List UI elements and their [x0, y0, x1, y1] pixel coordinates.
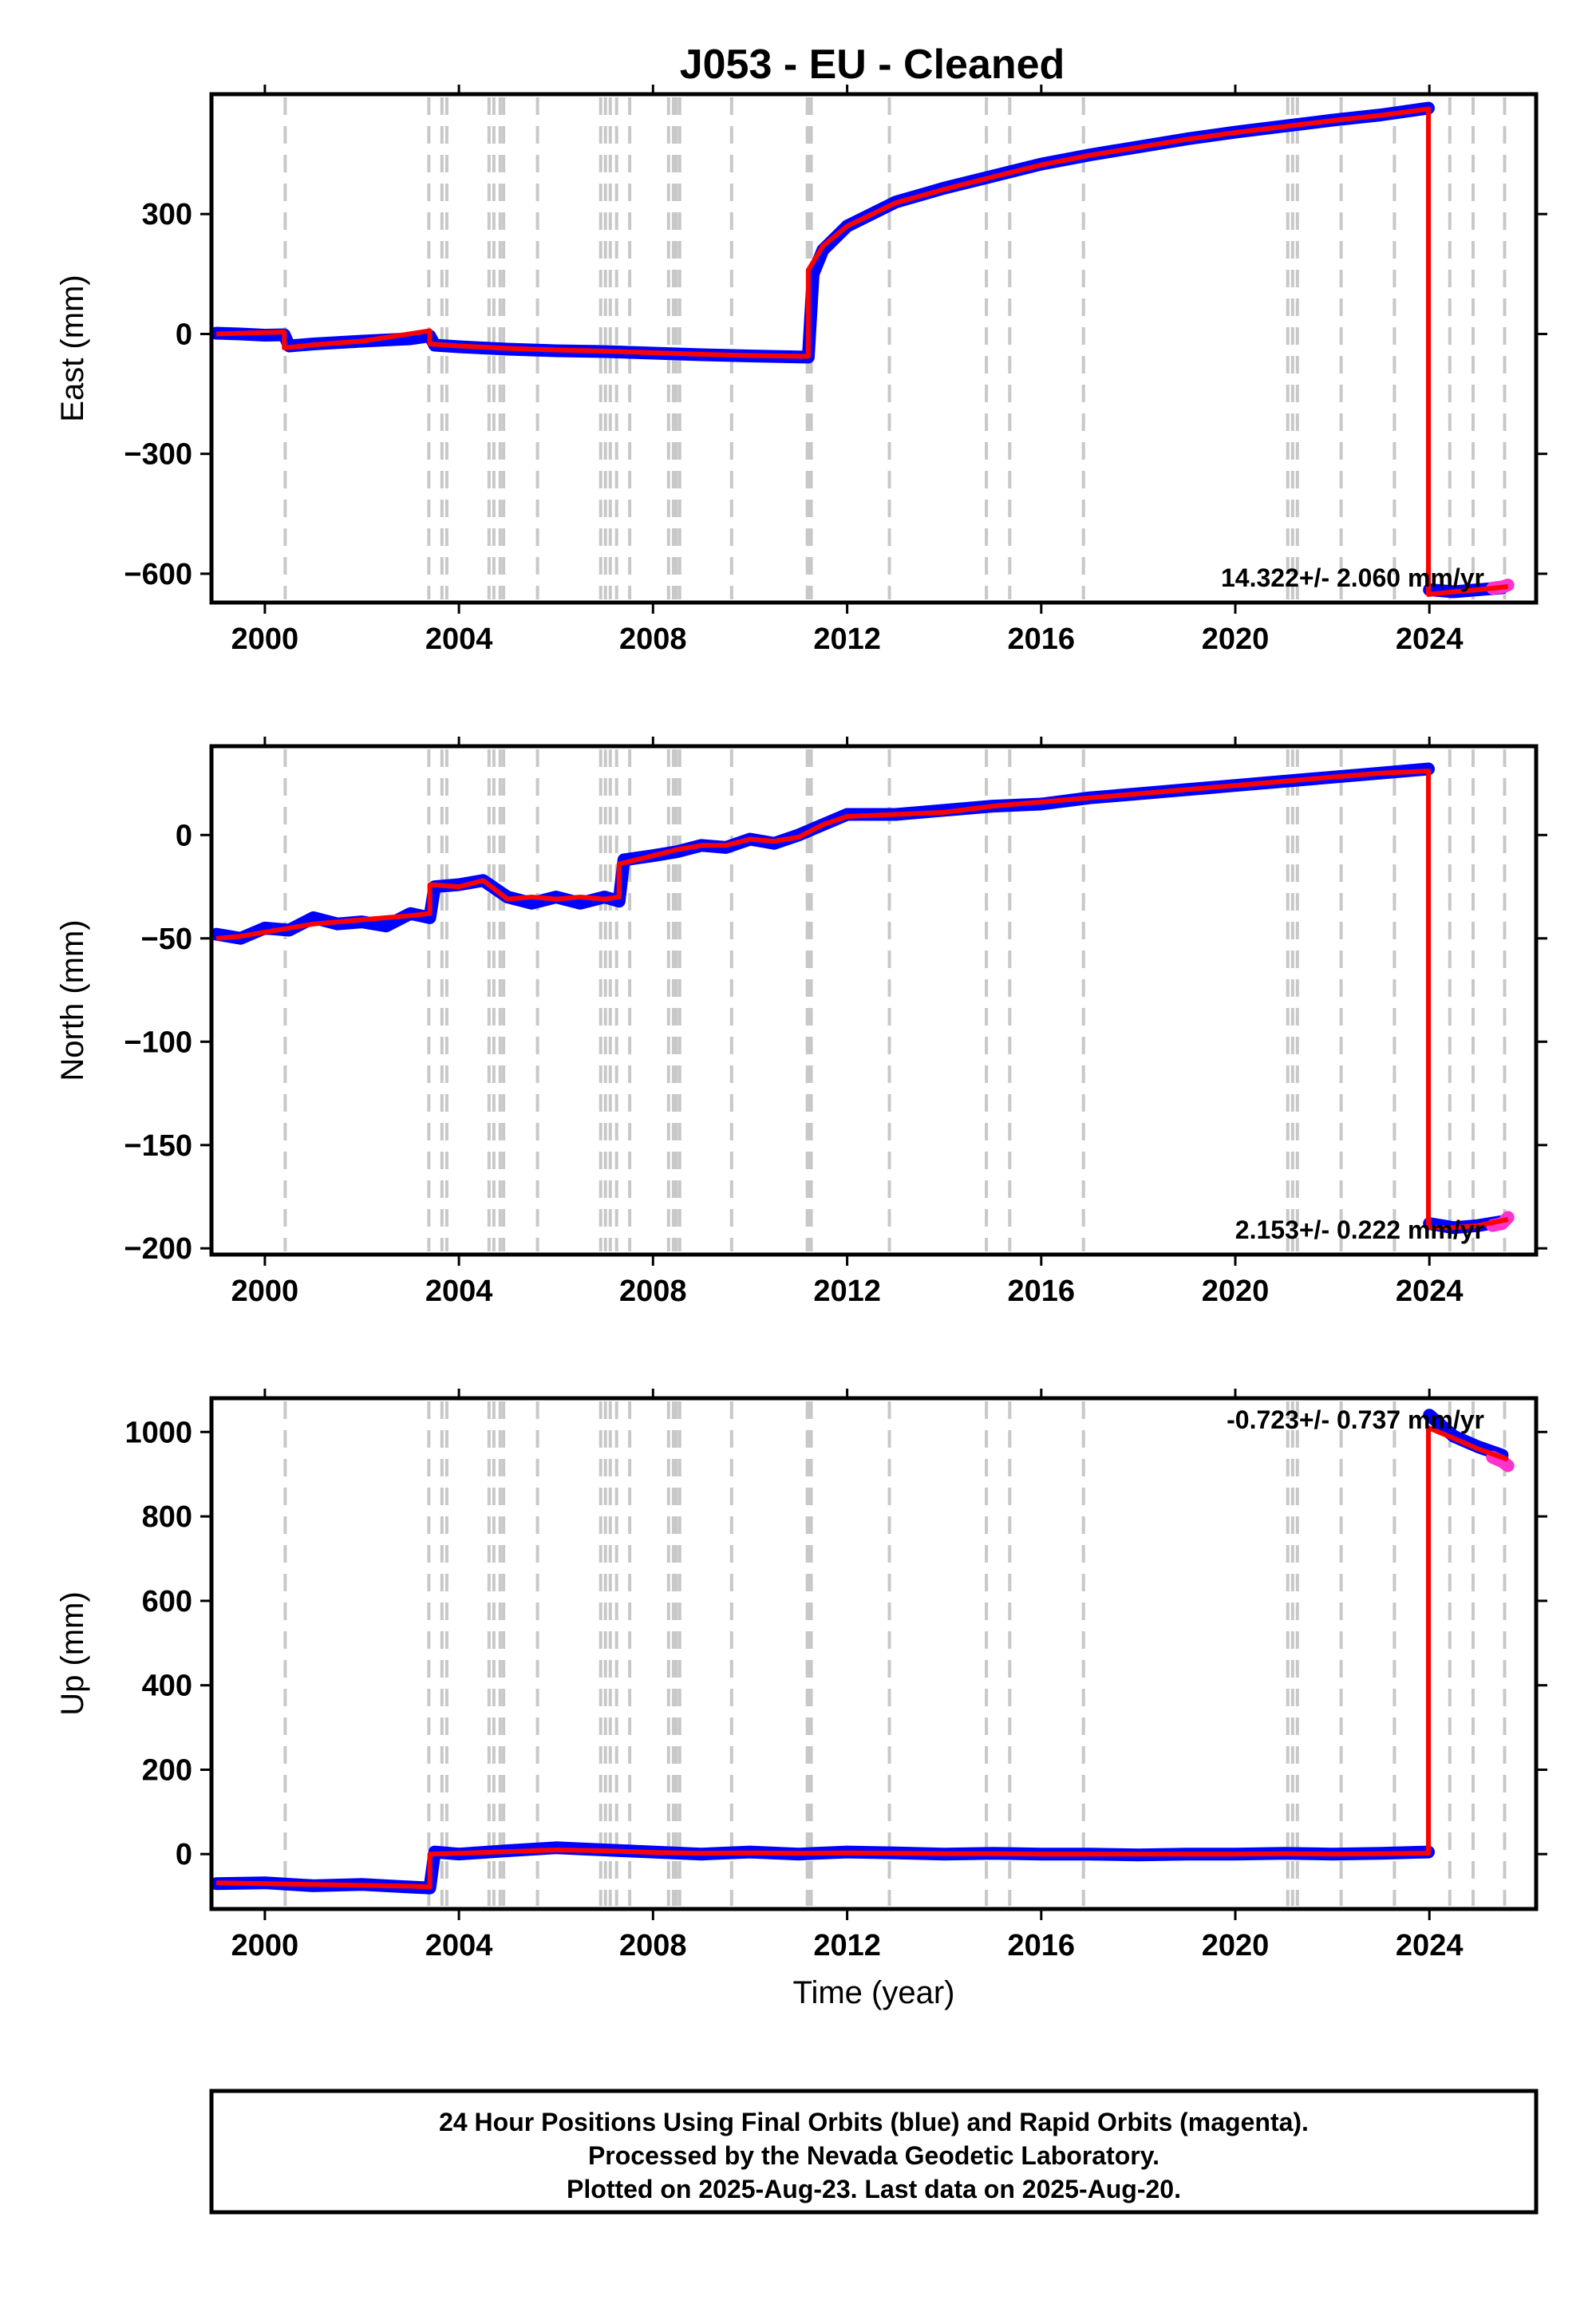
north-rate-label: 2.153+/- 0.222 mm/yr	[1235, 1215, 1484, 1244]
up-x-tick-label: 2000	[231, 1929, 299, 1962]
north-model-line	[215, 769, 1509, 1231]
up-x-tick-label: 2024	[1396, 1929, 1464, 1962]
east-x-tick-label: 2012	[813, 622, 881, 656]
east-x-tick-label: 2004	[425, 622, 493, 656]
north-y-axis-label: North (mm)	[55, 919, 90, 1081]
up-y-tick-label: 800	[142, 1500, 192, 1534]
north-plot-frame	[209, 744, 1539, 1257]
east-x-tick-label: 2020	[1202, 622, 1270, 656]
up-panel: 2000 2004 2008 2012 2016 2020 2024 0 200 400 600 80…	[55, 1389, 1547, 2010]
footer-frame	[209, 2089, 1539, 2215]
up-data-point	[1424, 1409, 1436, 1421]
up-x-tick-label: 2008	[619, 1929, 687, 1962]
north-panel: 2000 2004 2008 2012 2016 2020 2024 −200 −150 −100…	[55, 737, 1547, 1308]
up-y-axis-label: Up (mm)	[55, 1591, 90, 1716]
up-y-tick-label: 200	[142, 1754, 192, 1788]
up-data-point	[1502, 1460, 1514, 1472]
north-x-tick-label: 2008	[619, 1275, 687, 1308]
north-data-point	[380, 920, 392, 932]
footer-line-3: Plotted on 2025-Aug-23. Last data on 202…	[567, 2175, 1181, 2203]
up-y-tick-label: 400	[142, 1670, 192, 1703]
east-y-tick-label: 0	[176, 318, 192, 352]
north-x-tick-label: 2024	[1396, 1275, 1464, 1308]
up-rate-label: -0.723+/- 0.737 mm/yr	[1227, 1405, 1484, 1434]
up-y-tick-label: 0	[176, 1838, 192, 1871]
north-data-band	[210, 762, 1435, 945]
east-plot-frame	[209, 92, 1539, 605]
up-model-line	[216, 1425, 1509, 1890]
east-model-line	[216, 106, 1509, 597]
north-y-tick-label: −100	[124, 1026, 192, 1059]
up-plot-frame	[209, 1396, 1539, 1911]
east-x-tick-label: 2008	[619, 622, 687, 656]
north-y-tick-label: −150	[124, 1129, 192, 1163]
east-y-axis-label: East (mm)	[55, 275, 90, 421]
north-data-point	[307, 911, 319, 923]
east-rate-label: 14.322+/- 2.060 mm/yr	[1221, 563, 1484, 592]
east-x-tick-label: 2016	[1008, 622, 1076, 656]
north-y-tick-label: −50	[141, 923, 192, 956]
east-x-tick-label: 2024	[1396, 622, 1464, 656]
east-y-tick-label: −600	[124, 558, 192, 591]
north-data-point	[575, 897, 587, 909]
footer-box: 24 Hour Positions Using Final Orbits (bl…	[209, 2089, 1539, 2215]
up-x-tick-label: 2020	[1202, 1929, 1270, 1962]
east-y-tick-label: −300	[124, 438, 192, 472]
footer-line-1: 24 Hour Positions Using Final Orbits (bl…	[439, 2108, 1309, 2136]
north-x-tick-label: 2000	[231, 1275, 299, 1308]
east-y-tick-label: 300	[142, 198, 192, 231]
up-y-tick-label: 600	[142, 1585, 192, 1618]
north-y-tick-label: 0	[176, 819, 192, 852]
up-x-axis-label: Time (year)	[793, 1975, 955, 2010]
footer-line-2: Processed by the Nevada Geodetic Laborat…	[588, 2141, 1159, 2170]
up-y-tick-label: 1000	[124, 1416, 192, 1449]
up-x-tick-label: 2004	[425, 1929, 493, 1962]
east-x-tick-label: 2000	[231, 622, 299, 656]
east-panel: 2000 2004 2008 2012 2016 2020 2024 −600 −300 0 300…	[55, 85, 1547, 656]
north-x-tick-label: 2012	[813, 1275, 881, 1308]
chart-title: J053 - EU - Cleaned	[680, 41, 1065, 88]
up-x-tick-label: 2012	[813, 1929, 881, 1962]
east-data-band	[210, 101, 1435, 364]
north-x-tick-label: 2016	[1008, 1275, 1076, 1308]
north-x-tick-label: 2004	[425, 1275, 493, 1308]
north-data-point	[526, 897, 538, 909]
north-y-tick-label: −200	[124, 1232, 192, 1266]
north-x-tick-label: 2020	[1202, 1275, 1270, 1308]
up-x-tick-label: 2016	[1008, 1929, 1076, 1962]
